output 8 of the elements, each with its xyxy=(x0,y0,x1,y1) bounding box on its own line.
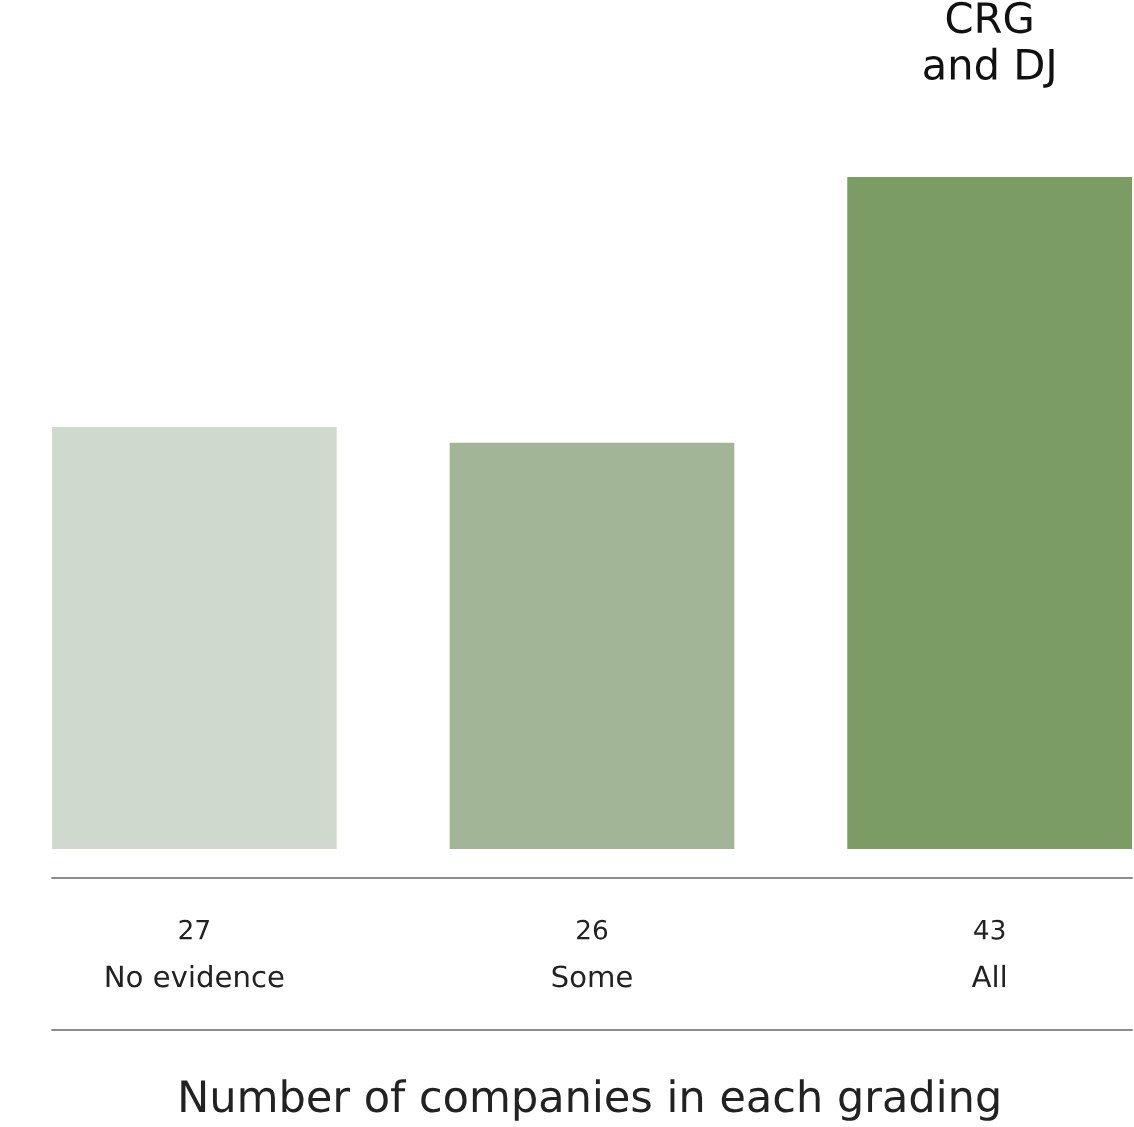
x-axis-title: Number of companies in each grading xyxy=(181,1079,999,1121)
data-label: 26 xyxy=(577,919,608,940)
data-label: 43 xyxy=(974,919,1005,940)
x-tick-label: Some xyxy=(552,965,632,988)
x-tick-label: No evidence xyxy=(106,964,284,988)
annotation: CRG and DJ xyxy=(924,1,1054,88)
x-tick-label: All xyxy=(971,964,1005,988)
data-label: 27 xyxy=(179,919,209,940)
